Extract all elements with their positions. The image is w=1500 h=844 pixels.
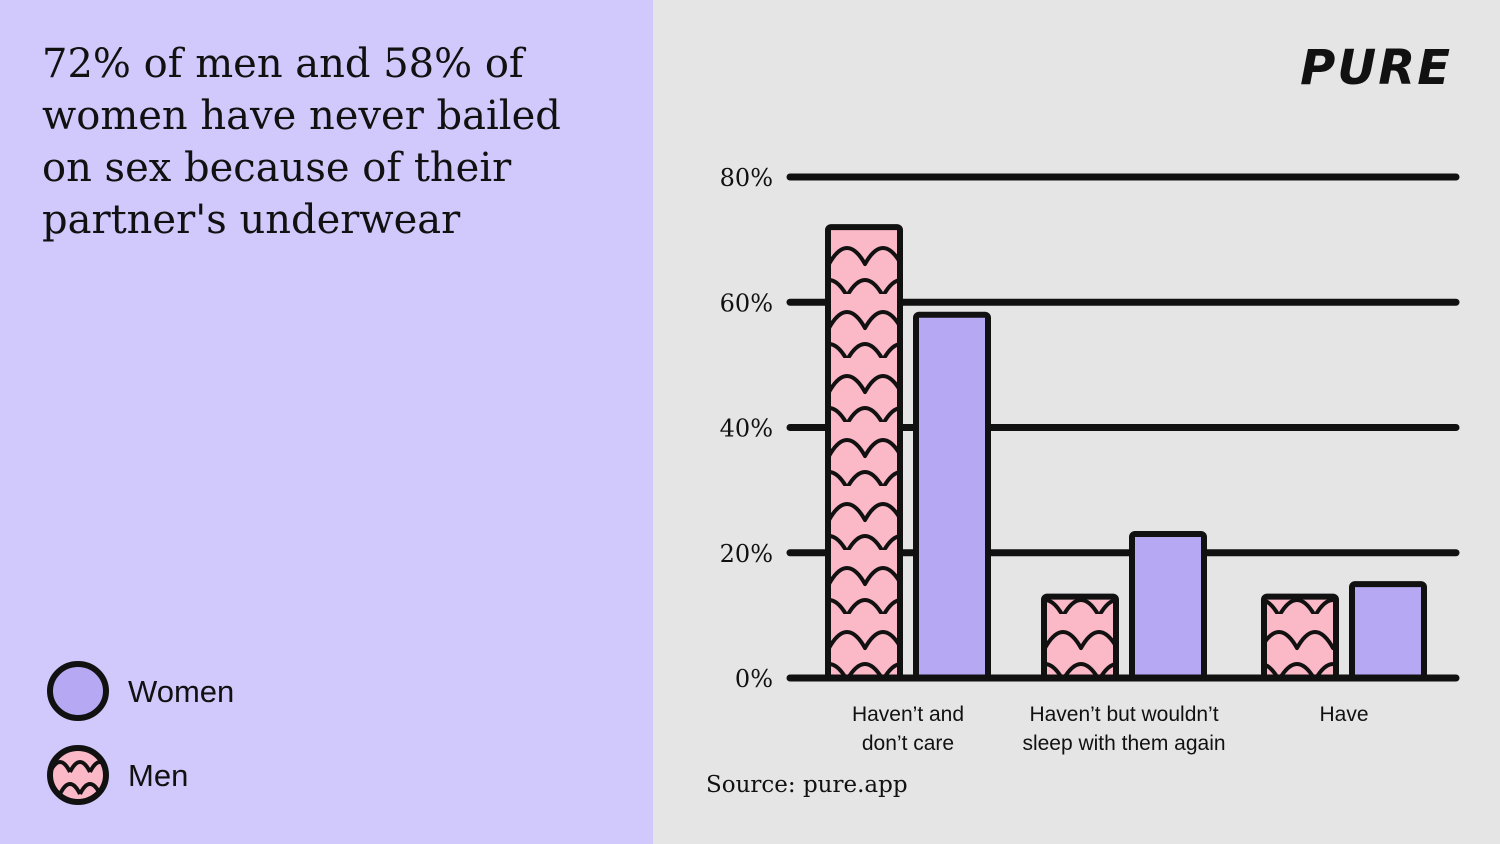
y-tick-label: 0%	[735, 665, 773, 693]
x-category-label: Have	[1319, 703, 1368, 726]
bar-women	[913, 311, 991, 681]
brand-logo: PURE	[1300, 40, 1452, 96]
x-category-label: Haven’t and	[852, 703, 964, 726]
bar-women	[1349, 581, 1427, 681]
legend-item-women: Women	[46, 658, 306, 722]
bar-women	[1129, 530, 1207, 682]
men-swatch-icon	[47, 745, 109, 805]
legend-label-men: Men	[128, 758, 189, 793]
y-tick-label: 20%	[720, 540, 773, 568]
headline: 72% of men and 58% of women have never b…	[42, 41, 561, 243]
x-category-label: sleep with them again	[1022, 732, 1225, 755]
bar-men	[825, 224, 903, 681]
y-tick-label: 40%	[720, 415, 773, 443]
women-swatch-icon	[47, 661, 109, 721]
source-text: Source: pure.app	[706, 772, 908, 798]
left-panel: 72% of men and 58% of women have never b…	[0, 0, 653, 844]
legend-item-men: Men	[46, 742, 306, 806]
x-category-label: Haven’t but wouldn’t	[1029, 703, 1218, 726]
bar-men	[1041, 593, 1119, 682]
x-category-label: don’t care	[862, 732, 954, 755]
y-tick-label: 80%	[720, 164, 773, 192]
y-tick-label: 60%	[720, 289, 773, 317]
bar-men	[1261, 593, 1339, 682]
bars	[825, 224, 1427, 682]
right-panel: PURE	[653, 0, 1500, 844]
legend-label-women: Women	[128, 674, 235, 709]
